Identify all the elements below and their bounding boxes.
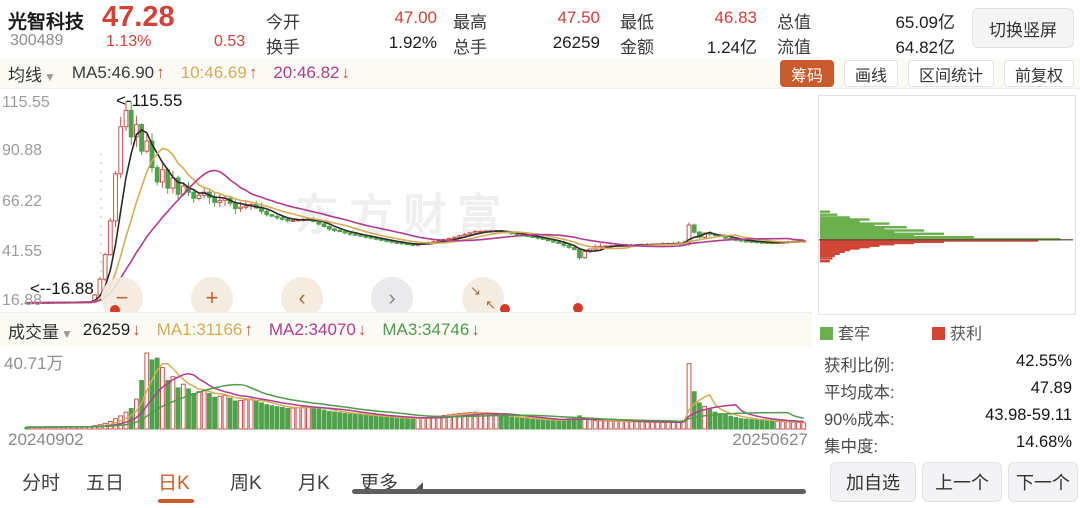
volume-value: 26259 ↓ bbox=[82, 320, 141, 339]
vol-ma2-value: MA2:34070 ↓ bbox=[268, 320, 367, 339]
stat-concentration: 集中度: 14.68% bbox=[824, 433, 1072, 456]
event-marker-dot[interactable] bbox=[500, 304, 510, 314]
tab-scrollbar[interactable] bbox=[352, 489, 806, 494]
legend-trapped: 套牢 bbox=[820, 326, 870, 343]
field-label-open: 今开 bbox=[266, 13, 300, 32]
stock-code: 300489 bbox=[10, 32, 64, 49]
collapse-icon: ↘ ↖ bbox=[470, 283, 496, 312]
period-tab-bar: 分时 五日 日K 周K 月K 更多 加自选 上一个 下一个 bbox=[0, 458, 1080, 508]
kline-chart[interactable]: 东方财富 115.55 90.88 66.22 41.55 16.88 <-11… bbox=[0, 88, 810, 319]
y-tick: 66.22 bbox=[2, 193, 43, 210]
field-value-turnover: 1.92% bbox=[388, 33, 437, 52]
ma10-value: 10:46.69 ↑ bbox=[180, 63, 258, 82]
next-stock-button[interactable]: 下一个 bbox=[1008, 462, 1078, 502]
watermark: 东方财富 bbox=[295, 191, 511, 240]
tab-more[interactable]: 更多 bbox=[360, 473, 399, 494]
chips-tool-button[interactable]: 筹码 bbox=[779, 60, 834, 87]
stock-header: 光智科技 300489 47.28 1.13% 0.53 今开 47.00 换手… bbox=[0, 0, 1080, 58]
y-tick: 41.55 bbox=[2, 243, 43, 260]
vol-ma3-value: MA3:34746 ↓ bbox=[382, 320, 480, 339]
field-value-marketcap: 65.09亿 bbox=[895, 13, 955, 32]
field-label-low: 最低 bbox=[620, 13, 654, 32]
y-tick: 115.55 bbox=[2, 94, 50, 111]
field-value-open: 47.00 bbox=[394, 8, 437, 27]
stock-name: 光智科技 bbox=[8, 12, 85, 33]
legend-profit: 获利 bbox=[932, 320, 982, 344]
field-value-amount: 1.24亿 bbox=[706, 38, 757, 57]
start-date-label: 20240902 bbox=[8, 430, 84, 449]
event-marker-dot[interactable] bbox=[573, 303, 583, 313]
add-watchlist-button[interactable]: 加自选 bbox=[830, 462, 916, 502]
volume-max-label: 40.71万 bbox=[4, 354, 64, 373]
volume-chart[interactable]: 40.71万 bbox=[0, 346, 810, 430]
chevron-down-icon: ▼ bbox=[61, 326, 73, 341]
up-arrow-icon: ↑ bbox=[248, 63, 258, 82]
field-label-totalvol: 总手 bbox=[453, 38, 487, 57]
tab-timeline[interactable]: 分时 bbox=[22, 473, 61, 494]
red-swatch-icon bbox=[932, 327, 945, 340]
end-date-label: 20250627 bbox=[732, 430, 808, 449]
up-arrow-icon: ↑ bbox=[156, 63, 165, 82]
range-stats-tool-button[interactable]: 区间统计 bbox=[907, 60, 994, 87]
field-value-high: 47.50 bbox=[557, 8, 600, 27]
chips-distribution-panel bbox=[818, 95, 1076, 315]
volume-legend-bar: 成交量 ▼ 26259 ↓ MA1:31166 ↑ MA2:34070 ↓ MA3:34… bbox=[0, 312, 812, 347]
change-amount: 0.53 bbox=[214, 33, 246, 50]
field-label-turnover: 换手 bbox=[266, 38, 300, 57]
chart-tools: 筹码 画线 区间统计 前复权 bbox=[779, 60, 1074, 87]
draw-line-tool-button[interactable]: 画线 bbox=[843, 60, 898, 87]
tab-daily-k[interactable]: 日K bbox=[158, 473, 190, 494]
ma5-value: MA5:46.90 ↑ bbox=[71, 63, 165, 82]
stat-profit-ratio: 获利比例: 42.55% bbox=[824, 352, 1072, 375]
down-arrow-icon: ↓ bbox=[132, 320, 141, 339]
y-tick: 16.88 bbox=[2, 292, 43, 309]
chevron-down-icon: ▼ bbox=[44, 69, 56, 84]
chips-canvas bbox=[819, 210, 1073, 263]
ma20-value: 20:46.82 ↓ bbox=[273, 63, 351, 82]
event-marker-dot[interactable] bbox=[110, 305, 120, 315]
ma-dropdown-label: 均线 bbox=[8, 65, 42, 85]
green-swatch-icon bbox=[820, 327, 833, 340]
field-label-high: 最高 bbox=[453, 13, 487, 32]
up-arrow-icon: ↑ bbox=[244, 320, 253, 339]
high-price-annotation: <-115.55 bbox=[116, 91, 183, 110]
tab-fiveday[interactable]: 五日 bbox=[86, 473, 125, 494]
field-value-totalvol: 26259 bbox=[552, 33, 600, 52]
more-caret-icon bbox=[414, 482, 423, 491]
forward-adjust-button[interactable]: 前复权 bbox=[1003, 60, 1074, 87]
volume-dropdown[interactable]: 成交量 ▼ bbox=[8, 322, 73, 342]
previous-stock-button[interactable]: 上一个 bbox=[922, 462, 1002, 502]
active-tab-underline bbox=[158, 499, 194, 503]
tab-monthly-k[interactable]: 月K bbox=[298, 473, 330, 494]
kline-canvas[interactable] bbox=[0, 89, 810, 313]
stat-90pct-cost: 90%成本: 43.98-59.11 bbox=[824, 406, 1072, 429]
down-arrow-icon: ↓ bbox=[341, 63, 351, 82]
field-label-floatcap: 流值 bbox=[777, 38, 811, 57]
low-price-annotation: <--16.88 bbox=[30, 279, 94, 298]
field-value-low: 46.83 bbox=[714, 8, 757, 27]
field-value-floatcap: 64.82亿 bbox=[895, 38, 955, 57]
ma-dropdown[interactable]: 均线 ▼ bbox=[8, 61, 56, 86]
stat-average-cost: 平均成本: 47.89 bbox=[824, 379, 1072, 402]
down-arrow-icon: ↓ bbox=[357, 320, 367, 339]
y-tick: 90.88 bbox=[2, 142, 43, 159]
ma-legend-bar: 均线 ▼ MA5:46.90 ↑ 10:46.69 ↑ 20:46.82 ↓ 筹码 画线… bbox=[0, 58, 1080, 89]
chips-legend: 套牢 获利 bbox=[820, 320, 1076, 343]
field-label-amount: 金额 bbox=[620, 38, 654, 57]
change-percent: 1.13% bbox=[106, 33, 152, 50]
tab-weekly-k[interactable]: 周K bbox=[230, 473, 262, 494]
down-arrow-icon: ↓ bbox=[471, 320, 480, 339]
vol-ma1-value: MA1:31166 ↑ bbox=[156, 320, 253, 339]
rotate-screen-button[interactable]: 切换竖屏 bbox=[972, 8, 1074, 48]
date-axis: 20240902 20250627 bbox=[0, 430, 810, 452]
field-label-marketcap: 总值 bbox=[777, 13, 811, 32]
volume-canvas[interactable] bbox=[0, 346, 810, 430]
current-price: 47.28 bbox=[102, 1, 175, 33]
